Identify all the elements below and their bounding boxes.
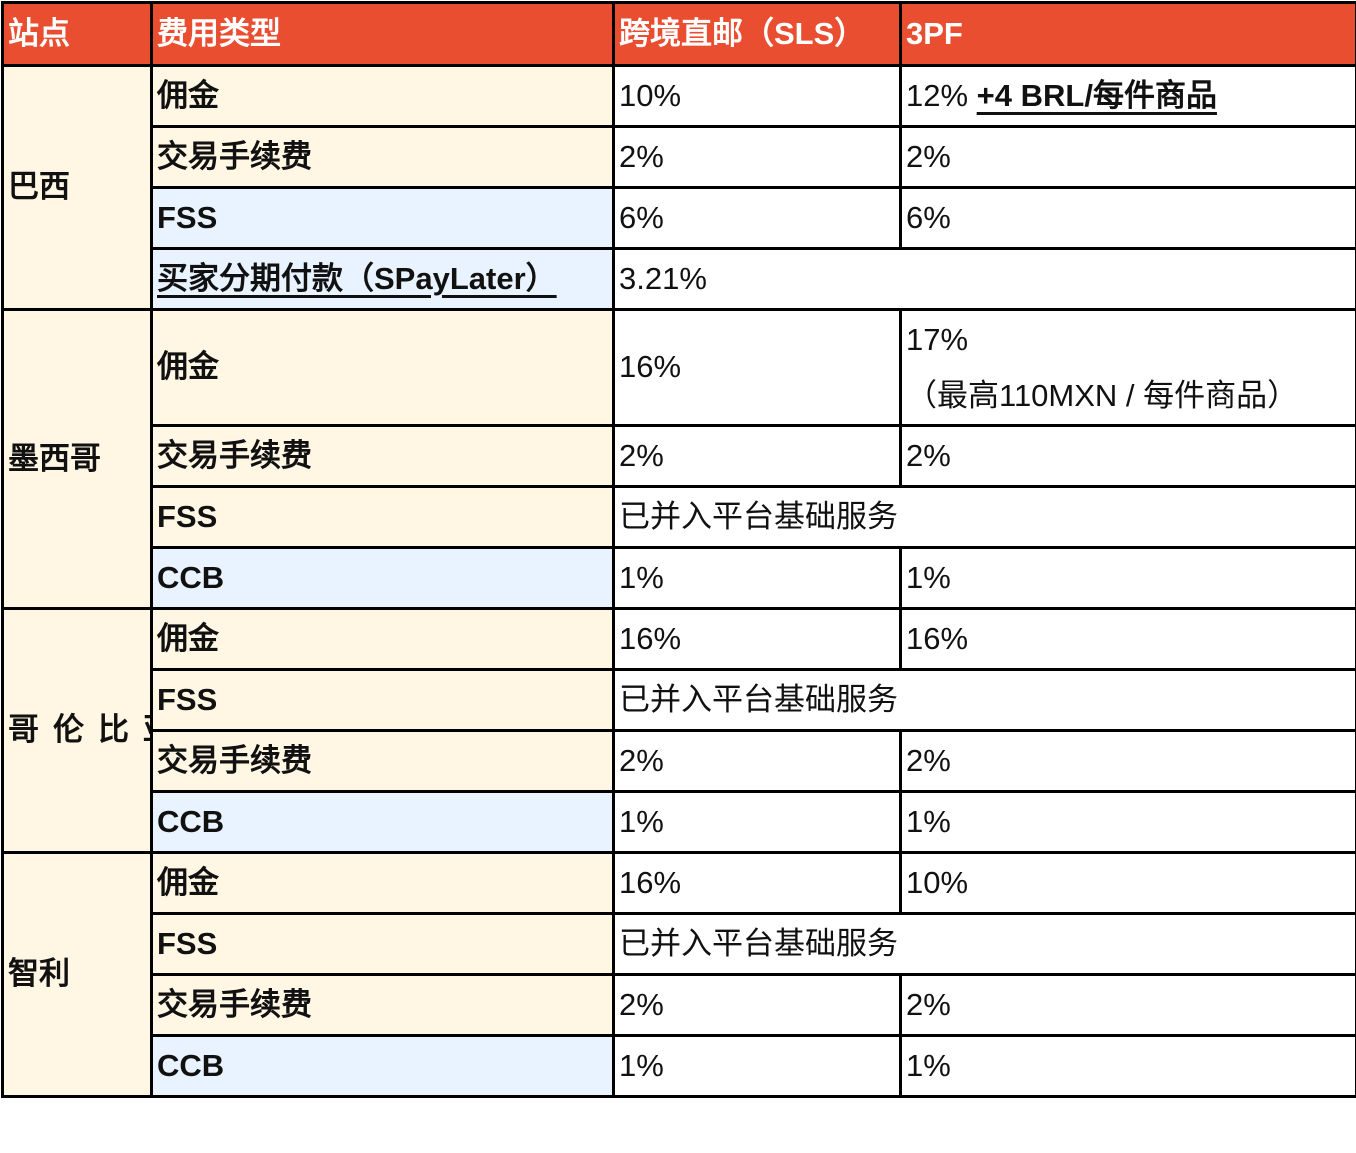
3pf-value: 2% bbox=[901, 426, 1356, 487]
table-row: 墨西哥 佣金 16% 17%（最高110MXN / 每件商品） bbox=[3, 310, 1356, 426]
header-fee-type: 费用类型 bbox=[152, 3, 614, 66]
merged-value: 已并入平台基础服务 bbox=[614, 670, 1356, 731]
sls-value: 1% bbox=[614, 1036, 901, 1097]
fee-type-cell: CCB bbox=[152, 792, 614, 853]
3pf-line2: （最高110MXN / 每件商品） bbox=[906, 368, 1351, 424]
table-row: CCB 1% 1% bbox=[3, 792, 1356, 853]
table-row: FSS 6% 6% bbox=[3, 188, 1356, 249]
fee-type-cell: FSS bbox=[152, 188, 614, 249]
fee-type-cell: 交易手续费 bbox=[152, 127, 614, 188]
fee-type-cell: FSS bbox=[152, 914, 614, 975]
sls-value: 16% bbox=[614, 609, 901, 670]
header-site: 站点 bbox=[3, 3, 152, 66]
sls-value: 1% bbox=[614, 548, 901, 609]
table-row: 交易手续费 2% 2% bbox=[3, 731, 1356, 792]
site-chile: 智利 bbox=[3, 853, 152, 1097]
table-row: 哥伦比亚 佣金 16% 16% bbox=[3, 609, 1356, 670]
table-row: 巴西 佣金 10% 12% +4 BRL/每件商品 bbox=[3, 66, 1356, 127]
table-row: 买家分期付款（SPayLater） 3.21% bbox=[3, 249, 1356, 310]
3pf-line1: 17% bbox=[906, 312, 1351, 368]
fee-type-cell: 买家分期付款（SPayLater） bbox=[152, 249, 614, 310]
table-row: CCB 1% 1% bbox=[3, 1036, 1356, 1097]
table-row: 智利 佣金 16% 10% bbox=[3, 853, 1356, 914]
table-row: FSS 已并入平台基础服务 bbox=[3, 670, 1356, 731]
table-row: 交易手续费 2% 2% bbox=[3, 975, 1356, 1036]
sls-value: 2% bbox=[614, 975, 901, 1036]
fee-type-cell: 佣金 bbox=[152, 310, 614, 426]
fee-type-cell: CCB bbox=[152, 548, 614, 609]
table-row: FSS 已并入平台基础服务 bbox=[3, 487, 1356, 548]
fee-type-cell: CCB bbox=[152, 1036, 614, 1097]
header-sls: 跨境直邮（SLS） bbox=[614, 3, 901, 66]
3pf-value: 16% bbox=[901, 609, 1356, 670]
3pf-value: 1% bbox=[901, 792, 1356, 853]
3pf-value: 1% bbox=[901, 1036, 1356, 1097]
header-3pf: 3PF bbox=[901, 3, 1356, 66]
header-row: 站点 费用类型 跨境直邮（SLS） 3PF bbox=[3, 3, 1356, 66]
sls-value: 2% bbox=[614, 127, 901, 188]
3pf-extra-underlined: +4 BRL/每件商品 bbox=[977, 78, 1217, 113]
fee-table: 站点 费用类型 跨境直邮（SLS） 3PF 巴西 佣金 10% 12% +4 B… bbox=[1, 1, 1356, 1098]
fee-type-cell: 交易手续费 bbox=[152, 731, 614, 792]
fee-type-cell: FSS bbox=[152, 487, 614, 548]
3pf-value: 2% bbox=[901, 975, 1356, 1036]
3pf-value: 2% bbox=[901, 127, 1356, 188]
fee-type-cell: 交易手续费 bbox=[152, 426, 614, 487]
table-row: 交易手续费 2% 2% bbox=[3, 127, 1356, 188]
3pf-value: 1% bbox=[901, 548, 1356, 609]
3pf-value: 6% bbox=[901, 188, 1356, 249]
3pf-value: 12% +4 BRL/每件商品 bbox=[901, 66, 1356, 127]
spaylater-label: 买家分期付款（SPayLater） bbox=[157, 261, 557, 296]
sls-value: 1% bbox=[614, 792, 901, 853]
table-row: CCB 1% 1% bbox=[3, 548, 1356, 609]
fee-type-cell: 交易手续费 bbox=[152, 975, 614, 1036]
sls-value: 10% bbox=[614, 66, 901, 127]
3pf-value: 17%（最高110MXN / 每件商品） bbox=[901, 310, 1356, 426]
merged-value: 3.21% bbox=[614, 249, 1356, 310]
3pf-value: 10% bbox=[901, 853, 1356, 914]
merged-value: 已并入平台基础服务 bbox=[614, 487, 1356, 548]
3pf-main: 12% bbox=[906, 78, 977, 113]
site-brazil: 巴西 bbox=[3, 66, 152, 310]
sls-value: 6% bbox=[614, 188, 901, 249]
fee-type-cell: FSS bbox=[152, 670, 614, 731]
table-row: FSS 已并入平台基础服务 bbox=[3, 914, 1356, 975]
fee-type-cell: 佣金 bbox=[152, 853, 614, 914]
fee-type-cell: 佣金 bbox=[152, 609, 614, 670]
site-colombia: 哥伦比亚 bbox=[3, 609, 152, 853]
merged-value: 已并入平台基础服务 bbox=[614, 914, 1356, 975]
sls-value: 16% bbox=[614, 310, 901, 426]
table-row: 交易手续费 2% 2% bbox=[3, 426, 1356, 487]
sls-value: 16% bbox=[614, 853, 901, 914]
sls-value: 2% bbox=[614, 426, 901, 487]
sls-value: 2% bbox=[614, 731, 901, 792]
fee-type-cell: 佣金 bbox=[152, 66, 614, 127]
site-mexico: 墨西哥 bbox=[3, 310, 152, 609]
3pf-value: 2% bbox=[901, 731, 1356, 792]
